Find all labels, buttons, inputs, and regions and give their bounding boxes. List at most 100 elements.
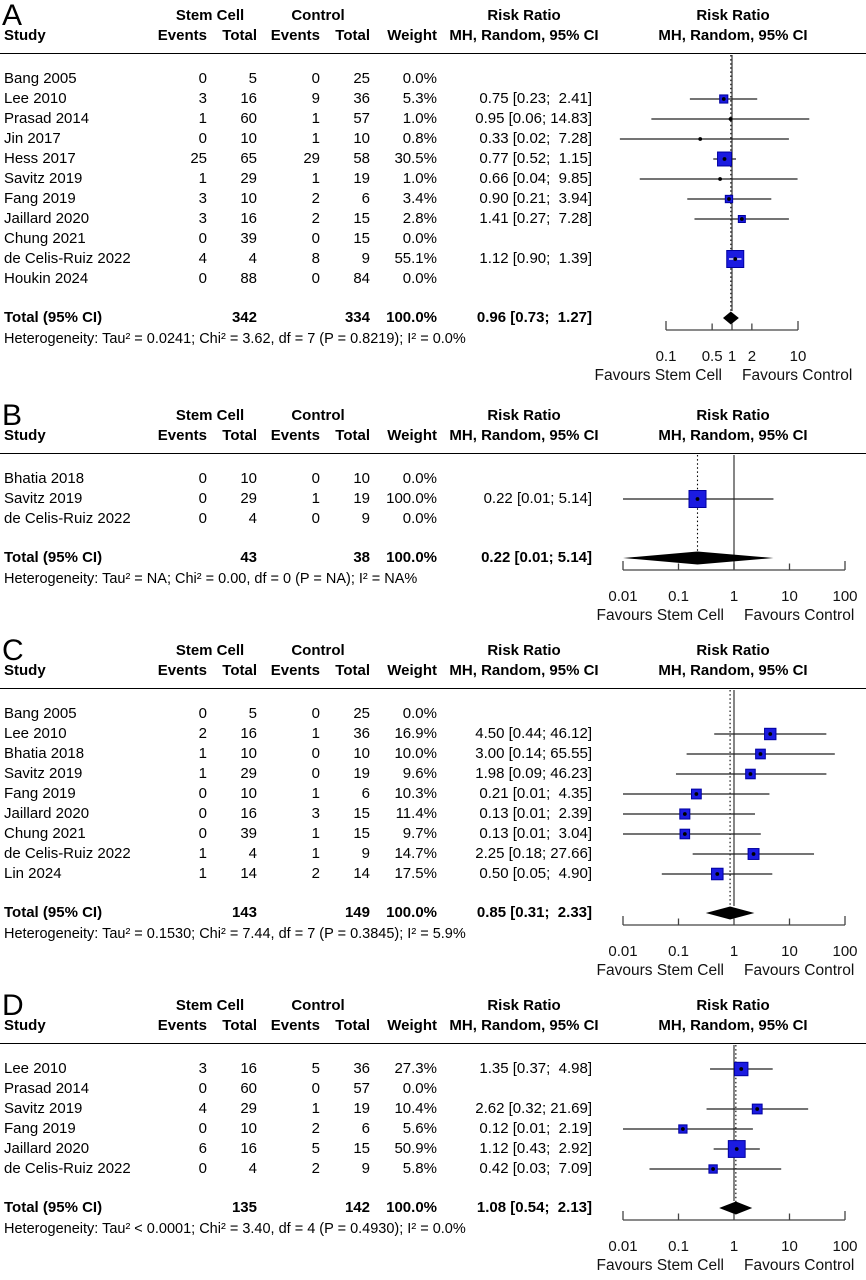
x-axis-tick-label: 10 <box>781 943 798 960</box>
total-stem-cell-value: 39 <box>240 230 257 247</box>
weight-value: 11.4% <box>395 805 437 822</box>
events-control-value: 2 <box>311 190 320 207</box>
col-events-control: Events <box>270 662 320 679</box>
total-stem-cell-value: 60 <box>240 110 257 127</box>
col-method-ci-plot: MH, Random, 95% CI <box>658 427 808 444</box>
weight-value: 27.3% <box>394 1060 437 1077</box>
total-control-value: 19 <box>353 170 370 187</box>
total-control-value: 15 <box>353 825 370 842</box>
risk-ratio-ci-text: 0.75 [0.23; 2.41] <box>479 90 592 107</box>
events-control-value: 0 <box>311 230 320 247</box>
total-risk-ratio-ci: 0.85 [0.31; 2.33] <box>476 904 592 921</box>
events-stem-cell-value: 3 <box>198 1060 207 1077</box>
total-control-value: 57 <box>353 1080 370 1097</box>
col-study: Study <box>4 1017 46 1034</box>
point-estimate-dot <box>751 852 756 856</box>
total-stem-cell-value: 5 <box>248 705 257 722</box>
effect-square <box>724 194 734 204</box>
events-stem-cell-value: 0 <box>198 825 207 842</box>
favours-right-label: Favours Control <box>744 607 854 624</box>
total-risk-ratio-ci: 0.96 [0.73; 1.27] <box>476 309 592 326</box>
total-n-stem-cell: 342 <box>231 309 257 326</box>
total-n-stem-cell: 135 <box>231 1199 257 1216</box>
total-control-value: 14 <box>353 865 370 882</box>
panel-label: B <box>2 400 23 432</box>
col-group-control: Control <box>291 407 345 424</box>
study-name: Bang 2005 <box>4 705 77 722</box>
total-control-value: 19 <box>353 1100 370 1117</box>
summary-diamond <box>623 551 774 565</box>
events-control-value: 1 <box>311 130 320 147</box>
effect-square <box>678 1124 688 1134</box>
risk-ratio-ci-text: 0.12 [0.01; 2.19] <box>479 1120 592 1137</box>
x-axis-tick-label: 0.1 <box>656 348 677 365</box>
col-weight: Weight <box>387 662 437 679</box>
col-events-control: Events <box>270 1017 320 1034</box>
risk-ratio-ci-text: 0.33 [0.02; 7.28] <box>479 130 592 147</box>
effect-square <box>690 788 702 800</box>
study-name: Savitz 2019 <box>4 765 83 782</box>
col-method-ci-text: MH, Random, 95% CI <box>449 27 599 44</box>
total-n-control: 149 <box>344 904 370 921</box>
total-control-value: 58 <box>353 150 370 167</box>
x-axis-tick-label: 2 <box>748 348 756 365</box>
weight-value: 100.0% <box>386 490 437 507</box>
risk-ratio-ci-text: 1.41 [0.27; 7.28] <box>479 210 592 227</box>
point-estimate-dot <box>733 257 738 261</box>
events-stem-cell-value: 1 <box>198 845 207 862</box>
effect-square <box>737 214 746 224</box>
events-stem-cell-value: 1 <box>198 765 207 782</box>
weight-value: 10.4% <box>394 1100 437 1117</box>
col-total-control: Total <box>335 662 370 679</box>
weight-value: 0.0% <box>402 510 437 527</box>
point-estimate-dot <box>758 752 763 756</box>
total-stem-cell-value: 4 <box>248 845 257 862</box>
point-estimate-dot <box>739 1067 744 1071</box>
risk-ratio-ci-text: 0.66 [0.04; 9.85] <box>479 170 592 187</box>
heterogeneity-note: Heterogeneity: Tau² < 0.0001; Chi² = 3.4… <box>4 1221 466 1237</box>
events-stem-cell-value: 0 <box>198 1160 207 1177</box>
total-stem-cell-value: 14 <box>240 865 257 882</box>
x-axis-tick-label: 100 <box>832 588 857 605</box>
total-weight: 100.0% <box>386 1199 437 1216</box>
col-risk-ratio-text: Risk Ratio <box>487 407 561 424</box>
risk-ratio-ci-text: 0.22 [0.01; 5.14] <box>483 490 592 507</box>
x-axis-tick-label: 0.5 <box>702 348 723 365</box>
effect-square <box>764 727 777 741</box>
weight-value: 10.0% <box>394 745 437 762</box>
col-method-ci-plot: MH, Random, 95% CI <box>658 662 808 679</box>
forest-panel-b: B Stem Cell Control Risk Ratio Risk Ratio Stu… <box>0 400 866 635</box>
col-events-control: Events <box>270 27 320 44</box>
x-axis-tick-label: 0.1 <box>668 943 689 960</box>
risk-ratio-ci-text: 0.95 [0.06; 14.83] <box>475 110 592 127</box>
risk-ratio-ci-text: 0.13 [0.01; 3.04] <box>479 825 592 842</box>
col-risk-ratio-plot: Risk Ratio <box>696 642 770 659</box>
total-n-stem-cell: 143 <box>231 904 257 921</box>
weight-value: 50.9% <box>394 1140 437 1157</box>
events-control-value: 0 <box>311 1080 320 1097</box>
events-stem-cell-value: 3 <box>198 90 207 107</box>
total-weight: 100.0% <box>386 549 437 566</box>
effect-square <box>711 867 724 881</box>
col-total-control: Total <box>335 427 370 444</box>
point-estimate-dot <box>739 217 744 221</box>
events-control-value: 5 <box>311 1140 320 1157</box>
events-stem-cell-value: 25 <box>190 150 207 167</box>
study-name: Fang 2019 <box>4 1120 76 1137</box>
point-estimate-dot <box>695 497 700 501</box>
panel-label: C <box>2 635 24 667</box>
summary-diamond <box>722 311 739 325</box>
total-control-value: 6 <box>361 785 370 802</box>
events-control-value: 0 <box>311 270 320 287</box>
total-control-value: 6 <box>361 190 370 207</box>
effect-square <box>726 250 745 268</box>
point-estimate-dot <box>727 197 731 201</box>
total-weight: 100.0% <box>386 904 437 921</box>
study-name: Houkin 2024 <box>4 270 89 287</box>
total-control-value: 9 <box>361 1160 370 1177</box>
favours-left-label: Favours Stem Cell <box>597 962 724 979</box>
risk-ratio-ci-text: 2.62 [0.32; 21.69] <box>475 1100 592 1117</box>
total-stem-cell-value: 10 <box>240 190 257 207</box>
x-axis-tick-label: 0.01 <box>608 1238 637 1255</box>
